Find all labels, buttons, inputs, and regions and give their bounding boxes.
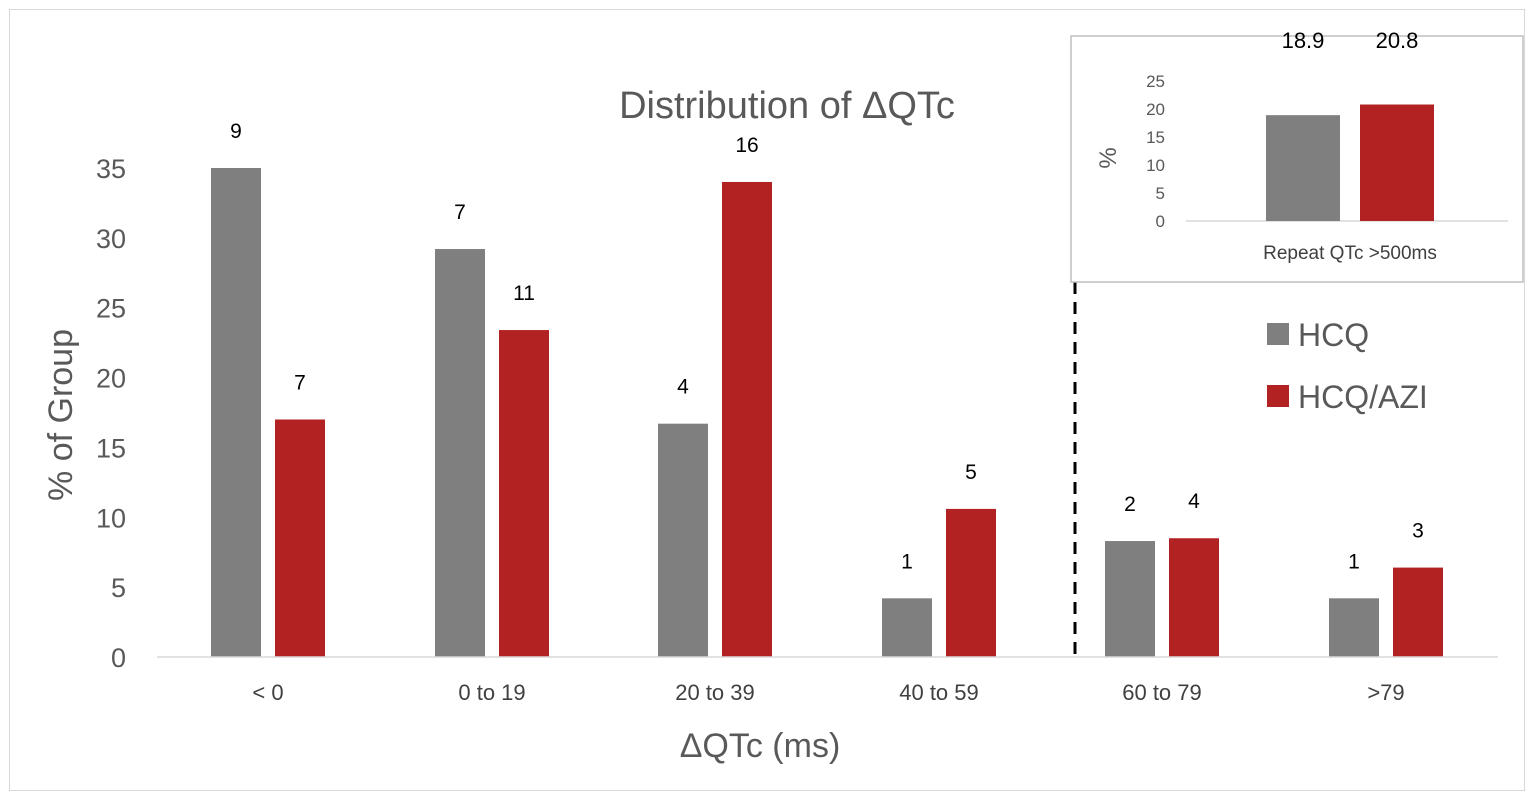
data-label-hcq-azi-79: 3 (1412, 520, 1424, 543)
chart-title: Distribution of ΔQTc (619, 85, 955, 127)
y-axis-title: % of Group (42, 329, 80, 501)
bar-hcq-azi-79 (1393, 567, 1443, 657)
inset-y-tick-label: 25 (1146, 72, 1165, 91)
category-label-40-to-59: 40 to 59 (899, 680, 979, 705)
data-label-hcq-azi-40-to-59: 5 (965, 461, 977, 484)
inset-bar-hcq-azi (1360, 104, 1434, 221)
inset-y-tick-label: 20 (1146, 100, 1165, 119)
data-label-hcq-60-to-79: 2 (1124, 493, 1136, 516)
main-category-labels: < 0 0 to 19 20 to 39 40 to 59 60 to 79 >79 (252, 680, 1404, 705)
inset-bar-hcq (1266, 115, 1340, 221)
inset-category-label: Repeat QTc >500ms (1263, 243, 1437, 264)
legend-swatch-hcq-azi (1267, 385, 1289, 407)
bar-hcq-azi-40-to-59 (946, 508, 996, 657)
category-label-0-to-19: 0 to 19 (458, 680, 525, 705)
inset-y-axis-title: % (1095, 147, 1122, 168)
inset-y-tick-label: 10 (1146, 156, 1165, 175)
y-tick-label: 20 (96, 364, 126, 394)
category-label-79: >79 (1367, 680, 1404, 705)
data-label-hcq-40-to-59: 1 (901, 550, 913, 573)
bar-hcq-azi-60-to-79 (1169, 538, 1219, 657)
data-label-hcq-79: 1 (1348, 550, 1360, 573)
y-tick-label: 5 (111, 573, 126, 603)
bar-hcq-azi-20-to-39 (722, 181, 772, 657)
legend-label-hcq: HCQ (1298, 317, 1369, 353)
bar-hcq-0-to-19 (435, 249, 485, 657)
category-label-60-to-79: 60 to 79 (1122, 680, 1202, 705)
data-label-hcq-0-to-19: 7 (454, 201, 466, 224)
data-label-hcq-azi-0-to-19: 11 (513, 282, 535, 305)
y-tick-label: 10 (96, 503, 126, 533)
chart-frame (9, 9, 1525, 791)
legend-label-hcq-azi: HCQ/AZI (1298, 379, 1428, 415)
category-label-0: < 0 (252, 680, 283, 705)
y-tick-label: 30 (96, 224, 126, 254)
inset-y-tick-label: 0 (1156, 212, 1165, 231)
data-label-hcq-azi-20-to-39: 16 (735, 134, 758, 157)
y-tick-label: 25 (96, 294, 126, 324)
main-data-labels: 9 7 4 1 2 1 7 11 16 5 4 3 (230, 120, 1424, 573)
inset-y-ticks: 0 5 10 15 20 25 (1146, 72, 1165, 231)
y-tick-label: 0 (111, 643, 126, 673)
bar-hcq-79 (1329, 598, 1379, 657)
legend-swatch-hcq (1267, 323, 1289, 345)
inset-data-labels: 18.9 20.8 (1282, 28, 1419, 53)
inset-data-label-hcq: 18.9 (1282, 28, 1325, 53)
bar-hcq-60-to-79 (1105, 541, 1155, 657)
bar-hcq-azi-0 (275, 419, 325, 657)
inset-data-label-hcq-azi: 20.8 (1376, 28, 1419, 53)
bar-hcq-azi-0-to-19 (499, 330, 549, 657)
main-bars (211, 168, 1443, 657)
data-label-hcq-20-to-39: 4 (677, 376, 689, 399)
category-label-20-to-39: 20 to 39 (675, 680, 755, 705)
inset-y-tick-label: 5 (1156, 184, 1165, 203)
data-label-hcq-azi-60-to-79: 4 (1188, 490, 1200, 513)
bar-hcq-20-to-39 (658, 423, 708, 657)
data-label-hcq-azi-0: 7 (294, 371, 306, 394)
bar-hcq-40-to-59 (882, 598, 932, 657)
inset-bars (1266, 104, 1434, 221)
main-y-ticks: 0 5 10 15 20 25 30 35 (96, 154, 126, 673)
y-tick-label: 15 (96, 433, 126, 463)
bar-hcq-0 (211, 168, 261, 657)
y-tick-label: 35 (96, 154, 126, 184)
x-axis-title: ΔQTc (ms) (680, 727, 841, 765)
inset-y-tick-label: 15 (1146, 128, 1165, 147)
data-label-hcq-0: 9 (230, 120, 242, 143)
